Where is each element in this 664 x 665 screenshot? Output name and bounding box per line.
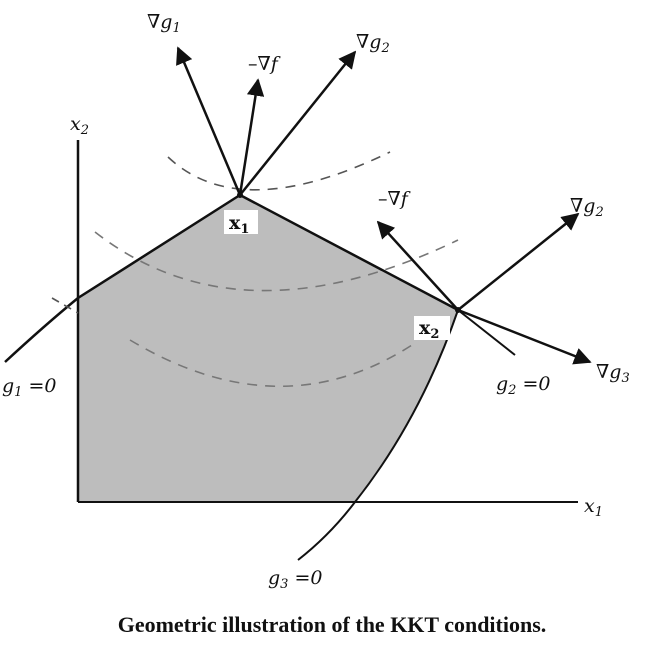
grad-g3-label-x2: ∇g3 bbox=[596, 361, 630, 386]
constraint-g2-line bbox=[239, 193, 459, 312]
constraint-g1-label: g1 =0 bbox=[2, 375, 57, 400]
grad-g2-label-x2: ∇g2 bbox=[570, 195, 604, 220]
point-x1-dot bbox=[237, 192, 243, 198]
objective-contour-3 bbox=[129, 339, 413, 388]
neg-grad-f-arrow-x1 bbox=[238, 78, 265, 196]
kkt-diagram: x1 x2 x2 x1 ∇g1 –∇f ∇g2 –∇f ∇g2 ∇g3 g1 =… bbox=[2, 11, 630, 592]
x-axis-label: x1 bbox=[584, 495, 603, 520]
grad-g3-arrow-x2 bbox=[457, 308, 592, 365]
grad-g1-label-x1: ∇g1 bbox=[147, 11, 181, 36]
neg-grad-f-label-x2: –∇f bbox=[378, 188, 411, 210]
figure-caption: Geometric illustration of the KKT condit… bbox=[117, 612, 547, 637]
constraint-g3-curve bbox=[297, 309, 459, 561]
feasible-region bbox=[78, 195, 458, 502]
point-x1-label-bg bbox=[224, 210, 258, 234]
constraint-g2-extension bbox=[457, 309, 516, 356]
constraint-g3-label: g3 =0 bbox=[268, 567, 323, 592]
objective-contour-1 bbox=[167, 151, 391, 191]
objective-contour-tick bbox=[51, 297, 79, 314]
y-axis-label: x2 bbox=[70, 113, 89, 138]
neg-grad-f-arrow-x2 bbox=[376, 220, 459, 311]
grad-g1-arrow-x1 bbox=[176, 46, 242, 196]
neg-grad-f-label-x1: –∇f bbox=[248, 53, 281, 75]
point-x2-label-bg bbox=[414, 316, 450, 340]
grad-g2-arrow-x2 bbox=[457, 212, 580, 311]
constraint-g1-curve bbox=[4, 193, 241, 363]
grad-g2-label-x1: ∇g2 bbox=[356, 31, 390, 56]
constraint-g2-label: g2 =0 bbox=[496, 373, 551, 398]
point-x2-dot bbox=[455, 307, 461, 313]
point-x1-label: x1 bbox=[229, 212, 249, 237]
grad-g2-arrow-x1 bbox=[239, 50, 357, 196]
point-x2-label: x2 bbox=[419, 317, 439, 342]
